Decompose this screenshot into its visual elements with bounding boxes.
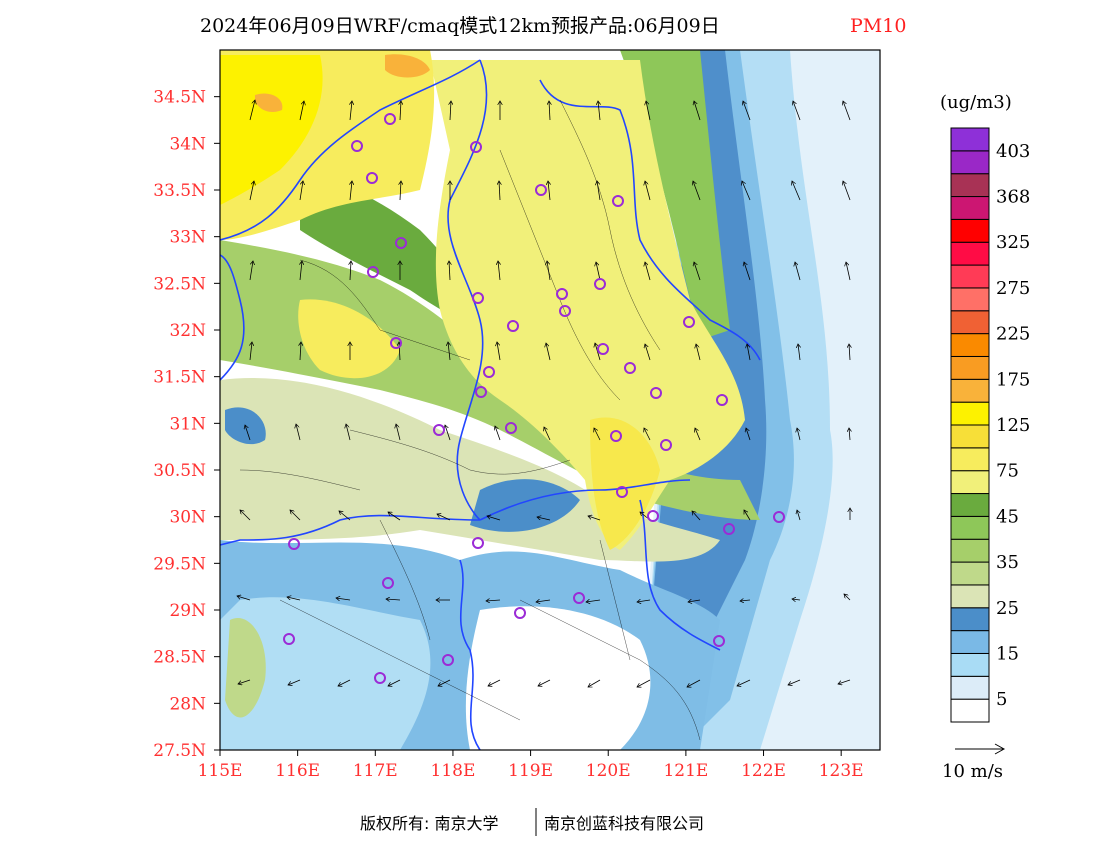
legend-level-label: 75: [996, 461, 1019, 482]
plot-area: [220, 50, 880, 750]
legend-swatch: [950, 401, 990, 426]
legend-level-label: 175: [996, 369, 1030, 390]
legend-swatch: [950, 470, 990, 495]
lat-tick-label: 34N: [169, 134, 206, 154]
plot-frame: [219, 49, 881, 751]
lat-tick-label: 29N: [169, 601, 206, 621]
wind-reference-arrow: [955, 743, 1006, 755]
yellow-south-east: [590, 417, 660, 550]
legend-colorbar: [950, 127, 990, 723]
lat-tick-label: 32.5N: [153, 274, 206, 294]
lat-tick-label: 31N: [169, 414, 206, 434]
legend-labels: 403 368 325 275 225 175 125 75 45 35 25 15 5: [996, 141, 1030, 710]
legend-swatch: [950, 196, 990, 220]
legend-swatch: [950, 378, 990, 403]
legend-swatch: [950, 310, 990, 335]
legend-swatch: [950, 584, 990, 609]
legend-swatch: [950, 355, 990, 380]
legend-level-label: 275: [996, 278, 1030, 299]
lon-axis: 115E 116E 117E 118E 119E 120E 121E 122E 123E: [198, 750, 864, 781]
legend-unit: (ug/m3): [940, 92, 1012, 113]
wind-reference-label: 10 m/s: [942, 761, 1003, 782]
legend-level-label: 25: [996, 598, 1019, 619]
copyright-right: 南京创蓝科技有限公司: [544, 814, 704, 833]
lon-tick-label: 116E: [275, 761, 320, 781]
legend-level-label: 35: [996, 552, 1019, 573]
legend-swatch: [950, 127, 990, 152]
legend-swatch: [950, 538, 990, 563]
lat-tick-label: 33N: [169, 228, 206, 248]
legend-swatch: [950, 287, 990, 312]
legend-swatch: [950, 561, 990, 586]
map-title: 2024年06月09日WRF/cmaq模式12km预报产品:06月09日: [200, 15, 720, 37]
legend-swatch: [950, 652, 990, 677]
legend-level-label: 15: [996, 643, 1019, 664]
variable-label: PM10: [850, 15, 906, 37]
legend-swatch: [950, 515, 990, 540]
legend-swatch: [950, 150, 990, 175]
orange-patch-1: [385, 54, 430, 78]
lat-tick-label: 33.5N: [153, 181, 206, 201]
lon-tick-label: 122E: [741, 761, 786, 781]
legend-swatch: [950, 333, 990, 357]
legend-swatch: [950, 493, 990, 517]
legend-swatch: [950, 264, 990, 289]
lat-tick-label: 28.5N: [153, 648, 206, 668]
legend-level-label: 325: [996, 232, 1030, 253]
lon-tick-label: 118E: [431, 761, 476, 781]
lat-tick-label: 30N: [169, 508, 206, 528]
legend-swatch: [950, 630, 990, 654]
legend-level-label: 45: [996, 506, 1019, 527]
lat-tick-label: 32N: [169, 321, 206, 341]
legend-swatch: [950, 424, 990, 449]
lon-tick-label: 121E: [663, 761, 708, 781]
wind-vectors: [237, 100, 850, 687]
copyright-left: 版权所有: 南京大学: [360, 814, 498, 833]
lat-tick-label: 28N: [169, 694, 206, 714]
south-green-patches: [225, 618, 266, 718]
lat-tick-label: 31.5N: [153, 368, 206, 388]
yellow-mid-west: [298, 299, 400, 379]
legend-swatch: [950, 218, 990, 243]
lon-tick-label: 123E: [819, 761, 864, 781]
blue-tongue-2: [470, 479, 580, 532]
legend-level-label: 5: [996, 689, 1007, 710]
station-markers: [283, 113, 785, 684]
south-lightblue-area: [220, 597, 431, 750]
legend-swatch: [950, 241, 990, 266]
orange-patch-2: [255, 93, 283, 112]
lon-tick-label: 117E: [353, 761, 398, 781]
province-boundaries: [220, 59, 761, 750]
yellow-core: [430, 60, 745, 550]
lat-tick-label: 30.5N: [153, 461, 206, 481]
legend-level-label: 125: [996, 415, 1030, 436]
legend-swatch: [950, 698, 990, 723]
lon-tick-label: 115E: [198, 761, 243, 781]
legend-swatch: [950, 675, 990, 700]
yellow-deep-nw: [220, 55, 323, 205]
lat-tick-label: 29.5N: [153, 554, 206, 574]
legend-swatch: [950, 607, 990, 632]
lon-tick-label: 119E: [508, 761, 553, 781]
legend-level-label: 403: [996, 141, 1030, 162]
lat-axis: 34.5N 34N 33.5N 33N 32.5N 32N 31.5N 31N 30.5N 30N…: [153, 88, 220, 761]
lat-tick-label: 27.5N: [153, 741, 206, 761]
legend-level-label: 225: [996, 324, 1030, 345]
legend-swatch: [950, 173, 990, 198]
legend-swatch: [950, 447, 990, 472]
lon-tick-label: 120E: [586, 761, 631, 781]
lat-tick-label: 34.5N: [153, 88, 206, 108]
legend-level-label: 368: [996, 187, 1030, 208]
county-boundaries: [239, 99, 701, 741]
